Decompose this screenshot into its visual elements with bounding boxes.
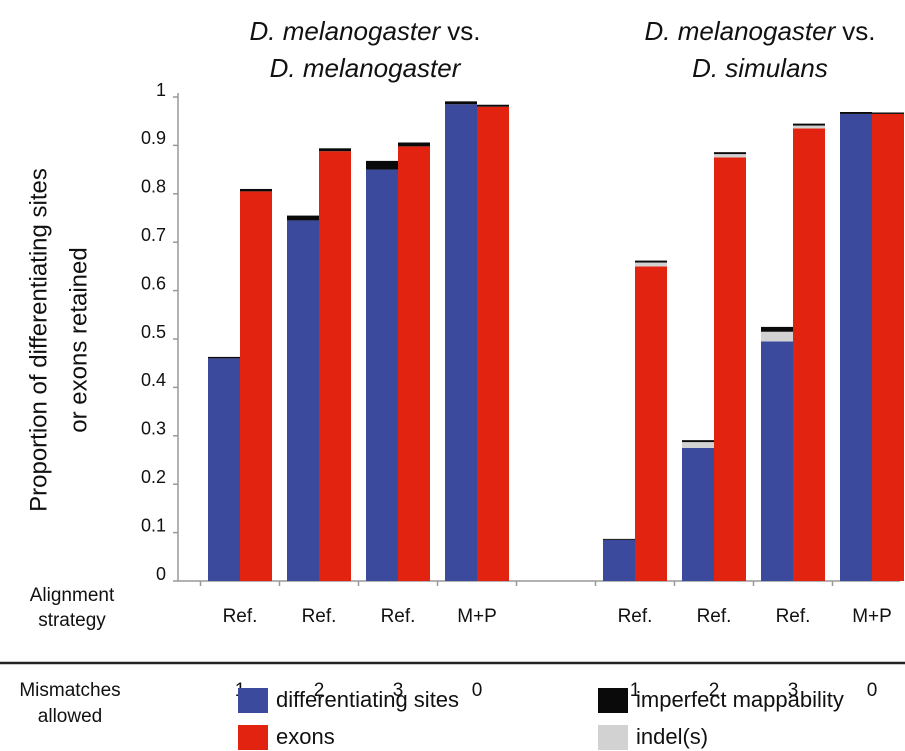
x-tick-label: Ref. xyxy=(618,606,653,627)
imperfect-segment xyxy=(287,215,319,221)
imperfect-segment xyxy=(840,112,872,114)
imperfect-segment xyxy=(872,112,904,114)
imperfect-segment xyxy=(208,356,240,359)
y-tick-label: 0.9 xyxy=(141,128,166,148)
group-title: D. simulans xyxy=(692,53,828,83)
mismatch-label: 0 xyxy=(472,680,483,701)
mismatch-label: 3 xyxy=(788,680,799,701)
imperfect-segment xyxy=(240,188,272,192)
title-part: D. melanogaster xyxy=(270,53,462,83)
legend-label: indel(s) xyxy=(636,724,708,749)
title-part: vs. xyxy=(842,16,875,46)
bar xyxy=(477,106,509,582)
x-tick-label: Ref. xyxy=(223,606,258,627)
legend-swatch xyxy=(238,725,268,750)
group-title: D. melanogaster vs. xyxy=(250,16,481,46)
bar xyxy=(445,104,477,581)
imperfect-segment xyxy=(793,123,825,126)
y-tick-label: 1 xyxy=(156,80,166,100)
bar xyxy=(635,266,667,581)
y-tick-label: 0.7 xyxy=(141,225,166,245)
x-tick-label: Ref. xyxy=(381,606,416,627)
y-tick-label: 0.3 xyxy=(141,419,166,439)
indel-segment xyxy=(761,331,793,342)
bar xyxy=(319,151,351,581)
row-label: Mismatches xyxy=(19,680,120,701)
imperfect-segment xyxy=(398,142,430,147)
y-tick-label: 0.5 xyxy=(141,322,166,342)
mismatch-label: 0 xyxy=(867,680,878,701)
group-title: D. melanogaster xyxy=(270,53,462,83)
mismatch-label: 2 xyxy=(314,680,325,701)
y-tick-label: 0.8 xyxy=(141,177,166,197)
imperfect-segment xyxy=(682,440,714,443)
imperfect-segment xyxy=(319,148,351,152)
bar xyxy=(398,146,430,582)
y-tick-label: 0.1 xyxy=(141,515,166,535)
row-label: strategy xyxy=(38,610,106,631)
indel-segment xyxy=(714,154,746,158)
x-tick-label: Ref. xyxy=(776,606,811,627)
row-label: Alignment xyxy=(30,585,115,606)
bar xyxy=(840,113,872,581)
indel-segment xyxy=(682,442,714,448)
imperfect-segment xyxy=(366,160,398,170)
y-tick-label: 0.2 xyxy=(141,467,166,487)
title-part: D. simulans xyxy=(692,53,828,83)
legend-swatch xyxy=(598,688,628,713)
imperfect-segment xyxy=(761,326,793,332)
y-axis-label: or exons retained xyxy=(65,247,92,432)
mismatch-label: 2 xyxy=(709,680,720,701)
bar xyxy=(793,128,825,581)
legend-swatch xyxy=(598,725,628,750)
indel-segment xyxy=(635,262,667,267)
group-title: D. melanogaster vs. xyxy=(645,16,876,46)
legend-label: imperfect mappability xyxy=(636,687,844,712)
indel-segment xyxy=(793,125,825,129)
x-tick-label: Ref. xyxy=(302,606,337,627)
x-tick-label: M+P xyxy=(852,606,892,627)
x-tick-label: M+P xyxy=(457,606,497,627)
y-axis-label: Proportion of differentiating sites xyxy=(25,168,52,512)
bar xyxy=(682,447,714,581)
title-part: D. melanogaster xyxy=(250,16,442,46)
legend-swatch xyxy=(238,688,268,713)
legend-label: exons xyxy=(276,724,335,749)
bar xyxy=(603,539,635,581)
title-part: D. melanogaster xyxy=(645,16,837,46)
bar xyxy=(208,358,240,581)
x-tick-label: Ref. xyxy=(697,606,732,627)
y-tick-label: 0 xyxy=(156,564,166,584)
imperfect-segment xyxy=(635,260,667,263)
row-label: allowed xyxy=(38,706,102,727)
bar xyxy=(714,157,746,581)
imperfect-segment xyxy=(445,101,477,105)
y-tick-label: 0.4 xyxy=(141,370,166,390)
imperfect-segment xyxy=(477,104,509,107)
bar xyxy=(761,341,793,581)
legend-label: differentiating sites xyxy=(276,687,459,712)
bar xyxy=(240,191,272,581)
y-tick-label: 0.6 xyxy=(141,273,166,293)
imperfect-segment xyxy=(603,538,635,540)
title-part: vs. xyxy=(447,16,480,46)
bar xyxy=(287,220,319,582)
bar xyxy=(366,169,398,581)
imperfect-segment xyxy=(714,152,746,155)
mismatch-label: 3 xyxy=(393,680,404,701)
mismatch-label: 1 xyxy=(630,680,641,701)
bar xyxy=(872,113,904,581)
